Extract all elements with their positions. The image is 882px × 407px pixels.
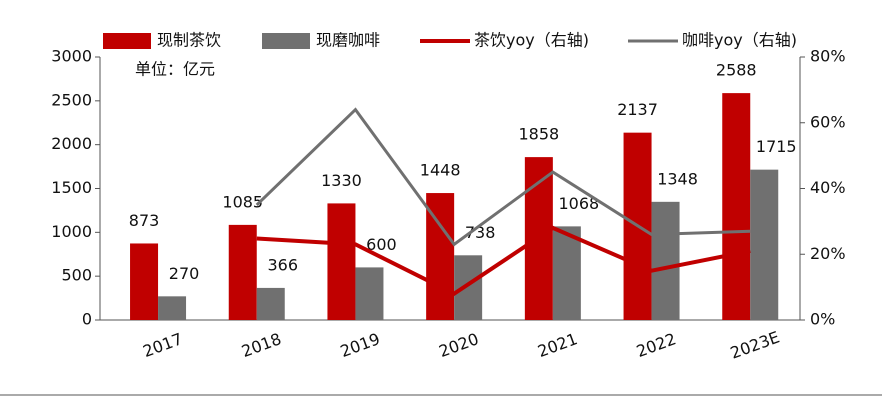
bar bbox=[722, 93, 751, 320]
bar-value-label: 1085 bbox=[222, 192, 263, 211]
bar-value-label: 1330 bbox=[321, 171, 362, 190]
bar bbox=[750, 169, 779, 320]
line-series bbox=[256, 225, 751, 297]
bar-value-label: 2137 bbox=[617, 100, 658, 119]
bar-value-label: 366 bbox=[267, 255, 298, 274]
x-tick-label: 2017 bbox=[140, 329, 185, 361]
bar bbox=[327, 203, 356, 320]
y-tick-label: 0 bbox=[82, 310, 92, 329]
legend-label: 现磨咖啡 bbox=[316, 31, 380, 50]
y-tick-label: 2000 bbox=[51, 134, 92, 153]
x-tick-label: 2020 bbox=[436, 329, 481, 361]
legend-label: 茶饮yoy（右轴) bbox=[474, 31, 589, 50]
bar-value-label: 2588 bbox=[716, 61, 757, 80]
legend-swatch bbox=[103, 33, 151, 49]
bar bbox=[158, 296, 187, 320]
bar-value-label: 270 bbox=[169, 264, 200, 283]
bar-value-label: 600 bbox=[366, 235, 397, 254]
y2-tick-label: 60% bbox=[810, 112, 846, 131]
bar-value-label: 1448 bbox=[420, 161, 461, 180]
y-tick-label: 3000 bbox=[51, 47, 92, 66]
bar bbox=[454, 255, 483, 320]
legend-label: 咖啡yoy（右轴) bbox=[682, 31, 797, 50]
bar bbox=[256, 287, 285, 320]
y-tick-label: 500 bbox=[61, 266, 92, 285]
y2-tick-label: 40% bbox=[810, 178, 846, 197]
legend-swatch bbox=[262, 33, 310, 49]
bar bbox=[651, 201, 680, 320]
bar-value-label: 1348 bbox=[657, 169, 698, 188]
y2-tick-label: 80% bbox=[810, 47, 846, 66]
bar-value-label: 873 bbox=[129, 211, 160, 230]
bar-value-label: 1858 bbox=[518, 125, 559, 144]
bar bbox=[130, 243, 159, 320]
line-series bbox=[255, 107, 751, 247]
y-tick-label: 2500 bbox=[51, 90, 92, 109]
y2-tick-label: 20% bbox=[810, 244, 846, 263]
x-tick-label: 2018 bbox=[239, 329, 284, 361]
bar-value-label: 1715 bbox=[756, 137, 797, 156]
bar-value-label: 1068 bbox=[558, 194, 599, 213]
legend-label: 现制茶饮 bbox=[157, 31, 221, 50]
bar bbox=[552, 226, 581, 320]
bar bbox=[228, 224, 257, 320]
x-tick-label: 2022 bbox=[634, 329, 679, 361]
bar bbox=[355, 267, 384, 320]
y-tick-label: 1000 bbox=[51, 222, 92, 241]
x-tick-label: 2019 bbox=[338, 329, 383, 361]
x-tick-label: 2021 bbox=[535, 329, 580, 361]
y-tick-label: 1500 bbox=[51, 178, 92, 197]
x-tick-label: 2023E bbox=[728, 327, 782, 362]
unit-annotation: 单位：亿元 bbox=[135, 60, 215, 79]
bar-value-label: 738 bbox=[465, 223, 496, 242]
y2-tick-label: 0% bbox=[810, 310, 835, 329]
